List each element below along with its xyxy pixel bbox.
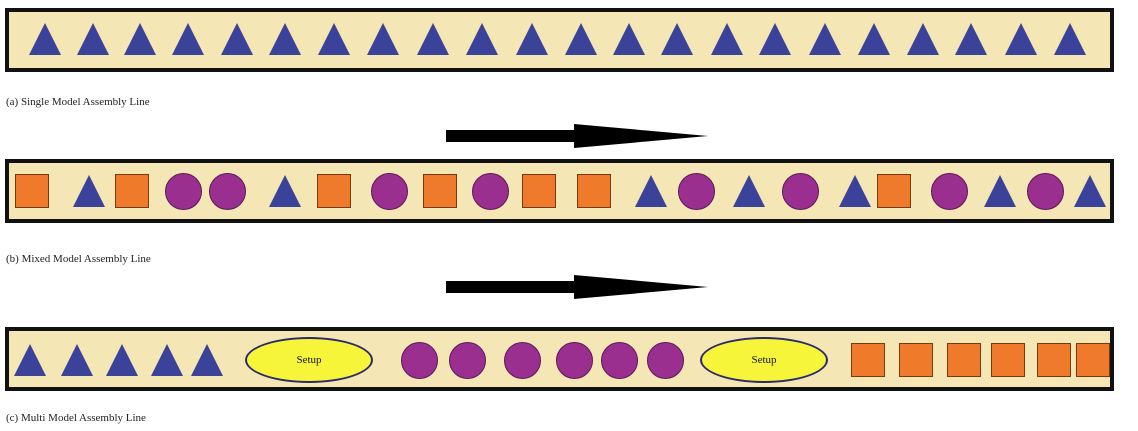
triangle-unit (733, 175, 765, 207)
circle-unit (931, 172, 968, 210)
multi-model-line: Setup Setup (5, 327, 1114, 391)
setup-ellipse: Setup (700, 337, 828, 383)
triangle-unit (73, 175, 105, 207)
circle-unit (678, 172, 715, 210)
triangle-unit (77, 23, 109, 55)
triangle-unit (759, 23, 791, 55)
triangle-unit (29, 23, 61, 55)
square-unit (317, 174, 351, 208)
triangle-unit (61, 344, 93, 376)
square-unit (15, 174, 49, 208)
circle-unit (504, 341, 541, 379)
triangle-unit (106, 344, 138, 376)
triangle-unit (711, 23, 743, 55)
square-unit (423, 174, 457, 208)
arrow-shape (446, 124, 708, 148)
triangle-unit (839, 175, 871, 207)
setup-ellipse: Setup (245, 337, 373, 383)
square-unit (115, 174, 149, 208)
circle-unit (371, 172, 408, 210)
caption-mixed-model: (b) Mixed Model Assembly Line (6, 253, 151, 265)
square-unit (1037, 343, 1071, 377)
square-unit (899, 343, 933, 377)
circle-unit (401, 341, 438, 379)
triangle-unit (191, 344, 223, 376)
triangle-unit (151, 344, 183, 376)
triangle-unit (221, 23, 253, 55)
triangle-unit (516, 23, 548, 55)
flow-arrow-icon (446, 275, 708, 299)
caption-single-model: (a) Single Model Assembly Line (6, 96, 150, 108)
circle-unit (472, 172, 509, 210)
circle-unit (449, 341, 486, 379)
single-model-line (5, 8, 1114, 72)
square-unit (1076, 343, 1110, 377)
triangle-unit (124, 23, 156, 55)
triangle-unit (1074, 175, 1106, 207)
square-unit (851, 343, 885, 377)
triangle-unit (466, 23, 498, 55)
triangle-unit (984, 175, 1016, 207)
triangle-unit (955, 23, 987, 55)
flow-arrow-icon (446, 124, 708, 148)
square-unit (877, 174, 911, 208)
triangle-unit (269, 175, 301, 207)
triangle-unit (1054, 23, 1086, 55)
triangle-unit (269, 23, 301, 55)
caption-multi-model: (c) Multi Model Assembly Line (6, 412, 146, 424)
square-unit (577, 174, 611, 208)
arrow-shape (446, 275, 708, 299)
triangle-unit (661, 23, 693, 55)
triangle-unit (809, 23, 841, 55)
mixed-model-line (5, 159, 1114, 223)
triangle-unit (565, 23, 597, 55)
triangle-unit (907, 23, 939, 55)
circle-unit (209, 172, 246, 210)
triangle-unit (417, 23, 449, 55)
triangle-unit (635, 175, 667, 207)
circle-unit (1027, 172, 1064, 210)
square-unit (947, 343, 981, 377)
triangle-unit (858, 23, 890, 55)
circle-unit (165, 172, 202, 210)
triangle-unit (318, 23, 350, 55)
triangle-unit (367, 23, 399, 55)
circle-unit (782, 172, 819, 210)
square-unit (522, 174, 556, 208)
triangle-unit (613, 23, 645, 55)
circle-unit (556, 341, 593, 379)
square-unit (991, 343, 1025, 377)
circle-unit (647, 341, 684, 379)
triangle-unit (14, 344, 46, 376)
circle-unit (601, 341, 638, 379)
triangle-unit (1005, 23, 1037, 55)
triangle-unit (172, 23, 204, 55)
